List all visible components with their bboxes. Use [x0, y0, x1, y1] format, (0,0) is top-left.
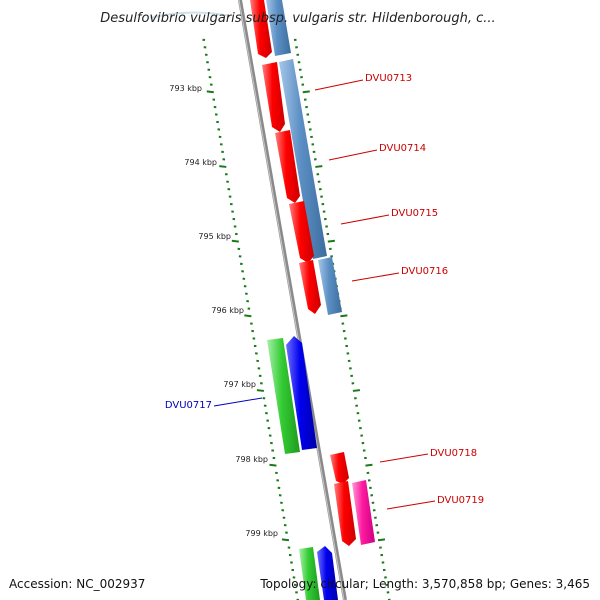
- scale-major-tick: [302, 90, 310, 94]
- scale-major-tick: [219, 165, 227, 168]
- leader-line-dvu0719: [386, 500, 436, 510]
- scale-major-tick: [352, 389, 361, 392]
- leader-line-dvu0716: [351, 272, 400, 282]
- genome-backbone: [238, 0, 347, 600]
- scale-major-tick: [231, 239, 239, 243]
- gene-label-dvu0718[interactable]: DVU0718: [430, 448, 477, 459]
- gene-label-dvu0714[interactable]: DVU0714: [379, 143, 426, 154]
- scale-major-tick: [315, 165, 323, 168]
- scale-label-799: 799 kbp: [245, 529, 278, 538]
- leader-line-dvu0713: [314, 79, 364, 91]
- gene-dvu0712-feature[interactable]: [266, 0, 291, 56]
- leader-line-dvu0718: [379, 453, 429, 463]
- scale-major-tick: [281, 538, 290, 542]
- scale-major-tick: [377, 538, 386, 542]
- scale-label-795: 795 kbp: [198, 232, 231, 241]
- map-arc: [149, 11, 231, 19]
- gene-dvu0718b-red[interactable]: [334, 481, 356, 546]
- gene-dvu0717-blue[interactable]: [286, 336, 317, 450]
- gene-dvu0716-arrow[interactable]: [289, 201, 314, 263]
- gene-dvu0719-pink[interactable]: [352, 480, 375, 545]
- scale-ticks-right: [293, 38, 391, 600]
- gene-dvu0715-arrow[interactable]: [275, 130, 300, 203]
- scale-major-tick: [340, 314, 348, 318]
- scale-label-797: 797 kbp: [223, 380, 256, 389]
- gene-dvu0713-arrow[interactable]: [250, 0, 272, 58]
- gene-green-2[interactable]: [299, 547, 320, 600]
- leader-line-dvu0717: [213, 397, 263, 407]
- gene-blue-2[interactable]: [317, 546, 338, 600]
- gene-dvu0717-arrow[interactable]: [299, 260, 321, 314]
- leader-line-dvu0714: [328, 149, 378, 161]
- scale-major-tick: [269, 463, 277, 467]
- leader-line-dvu0715: [340, 214, 390, 225]
- map-title: Desulfovibrio vulgaris subsp. vulgaris s…: [100, 11, 495, 26]
- scale-major-tick: [206, 90, 214, 94]
- gene-dvu0714-feature[interactable]: [318, 257, 342, 315]
- scale-label-796: 796 kbp: [211, 306, 244, 315]
- topology-label: Topology: circular; Length: 3,570,858 bp…: [260, 577, 590, 591]
- gene-dvu0718-red[interactable]: [330, 452, 349, 484]
- scale-major-tick: [365, 463, 373, 467]
- scale-ticks-left: [202, 38, 300, 600]
- gene-dvu0714-arrow[interactable]: [262, 62, 285, 132]
- scale-major-tick: [256, 389, 265, 392]
- scale-label-798: 798 kbp: [235, 455, 268, 464]
- gene-label-dvu0716[interactable]: DVU0716: [401, 266, 448, 277]
- gene-green-1[interactable]: [267, 338, 300, 454]
- scale-label-794: 794 kbp: [184, 158, 217, 167]
- accession-label: Accession: NC_002937: [9, 577, 146, 591]
- scale-major-tick: [244, 314, 252, 318]
- gene-label-dvu0717[interactable]: DVU0717: [165, 400, 212, 411]
- gene-label-dvu0719[interactable]: DVU0719: [437, 495, 484, 506]
- genome-backbone-highlight: [238, 0, 345, 600]
- scale-label-793: 793 kbp: [169, 84, 202, 93]
- gene-dvu0713-feature[interactable]: [279, 59, 327, 259]
- scale-major-tick: [327, 239, 335, 243]
- gene-label-dvu0715[interactable]: DVU0715: [391, 208, 438, 219]
- gene-label-dvu0713[interactable]: DVU0713: [365, 73, 412, 84]
